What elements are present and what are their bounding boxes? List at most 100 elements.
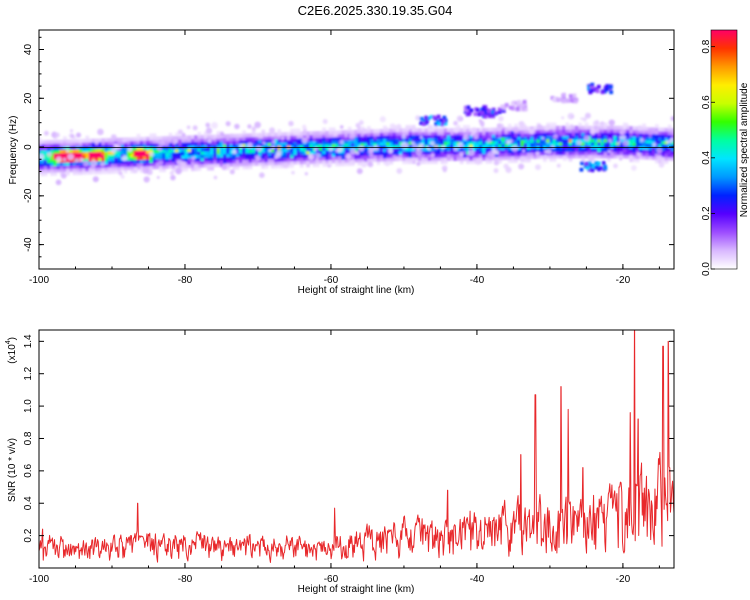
spectrogram-cell (623, 145, 627, 149)
spectrogram-cell (565, 151, 570, 156)
spectrogram-cell (255, 152, 259, 157)
spectrogram-cell (181, 167, 186, 172)
spectrogram-cell (82, 164, 86, 169)
spectrogram-cell (264, 132, 269, 137)
spectrogram-cell (498, 149, 502, 154)
spectrogram-cell (596, 84, 601, 89)
spectrogram-cell (168, 164, 173, 169)
spectrogram-cell (95, 151, 99, 156)
spectrogram-cell (504, 133, 509, 138)
spectrogram-cell (226, 166, 230, 170)
spectrogram-cell (363, 158, 368, 163)
spectrogram-cell (242, 130, 246, 135)
spectrogram-cell (482, 140, 486, 145)
spectrogram-cell (549, 151, 554, 156)
spectrogram-cell (143, 162, 147, 167)
spectrogram-cell (387, 148, 394, 154)
spectrogram-cell (603, 125, 608, 130)
spectrogram-cell (331, 140, 336, 145)
spectrogram-cell (152, 162, 157, 166)
spectrogram-cell (306, 137, 310, 142)
spectrogram-cell (450, 137, 454, 142)
spectrogram-cell (210, 157, 214, 161)
spectrogram-cell (40, 149, 45, 154)
spectrogram-cell (159, 149, 163, 153)
spectrogram-cell (95, 164, 99, 168)
spectrogram-cell (210, 153, 214, 158)
spectrogram-cell (610, 151, 614, 156)
spectrogram-cell (463, 131, 467, 136)
spectrogram-cell (562, 148, 566, 153)
spectrogram-cell (293, 128, 298, 133)
spectrogram-cell (430, 153, 435, 158)
spectrogram-cell (463, 110, 468, 114)
spectrogram-cell (232, 165, 237, 170)
spectrogram-cell (239, 162, 243, 167)
spectrogram-cell (213, 150, 218, 155)
spectrogram-cell (88, 138, 93, 143)
snr-y-tick-label: 1.2 (23, 366, 34, 380)
spectrogram-cell (421, 150, 426, 155)
spectrogram-cell (533, 148, 538, 153)
spectrogram-cell (290, 147, 294, 152)
spectrogram-cell (434, 157, 438, 161)
spectrogram-cell (519, 124, 523, 128)
spectrogram-cell (453, 150, 458, 155)
spectrogram-cell (162, 149, 166, 153)
spectrogram-cell (88, 161, 93, 165)
spectrogram-cell (469, 144, 474, 149)
spectrogram-cell (613, 163, 618, 169)
spectrogram-cell (309, 160, 314, 164)
spectrogram-cell (424, 150, 429, 155)
spectrogram-cell (277, 164, 282, 169)
spectrogram-cell (194, 138, 198, 143)
spectrogram-cell (379, 132, 384, 137)
spectrogram-cell (251, 136, 256, 141)
spectrogram-cell (159, 155, 163, 160)
spectrogram-cell (648, 155, 653, 160)
spectrogram-cell (261, 158, 266, 163)
spectrogram-cell (101, 144, 106, 149)
spectrogram-cell (584, 148, 589, 153)
spectrogram-cell (405, 125, 411, 131)
spectrogram-cell (472, 147, 477, 152)
spectrogram-cell (488, 147, 493, 151)
spectrogram-cell (572, 96, 577, 100)
spectrogram-cell (299, 147, 304, 152)
spectrogram-cell (226, 134, 230, 138)
spectrogram-cell (261, 161, 266, 166)
spectrogram-cell (671, 131, 674, 136)
spectrogram-cell (155, 136, 160, 141)
spectrogram-cell (411, 125, 416, 129)
spectrogram-cell (271, 164, 275, 169)
spectrogram-cell (520, 129, 525, 134)
spectrogram-cell (271, 140, 276, 145)
spectrogram-cell (53, 149, 58, 154)
spectrogram-cell (85, 135, 90, 140)
spectrogram-cell (325, 146, 330, 151)
spectrogram-cell (437, 153, 442, 158)
spectrogram-cell (127, 143, 131, 148)
spectrogram-cell (203, 147, 208, 152)
spectrogram-cell (242, 165, 246, 170)
spectrogram-cell (271, 148, 275, 153)
spectrogram-cell (114, 141, 118, 145)
spectrogram-cell (648, 149, 653, 154)
spectrogram-cell (296, 144, 301, 149)
spectrogram-cell (463, 147, 467, 152)
spectrogram-cell (194, 167, 198, 172)
spectrogram-cell (527, 142, 531, 147)
spectrogram-cell (235, 153, 240, 157)
spectrogram-cell (283, 135, 288, 140)
spectrogram-cell (424, 153, 429, 158)
spectrogram-cell (450, 153, 454, 158)
spectrogram-cell (47, 162, 51, 167)
spectrogram-cell (235, 137, 240, 141)
spectrogram-cell (290, 131, 294, 136)
spectrogram-cell (207, 138, 212, 144)
spectrogram-cell (487, 151, 494, 158)
spectrogram-cell (522, 149, 526, 153)
colorbar-tick-label: 0.8 (701, 39, 712, 53)
spectrogram-cell (459, 131, 464, 136)
spectrogram-cell (79, 139, 83, 143)
